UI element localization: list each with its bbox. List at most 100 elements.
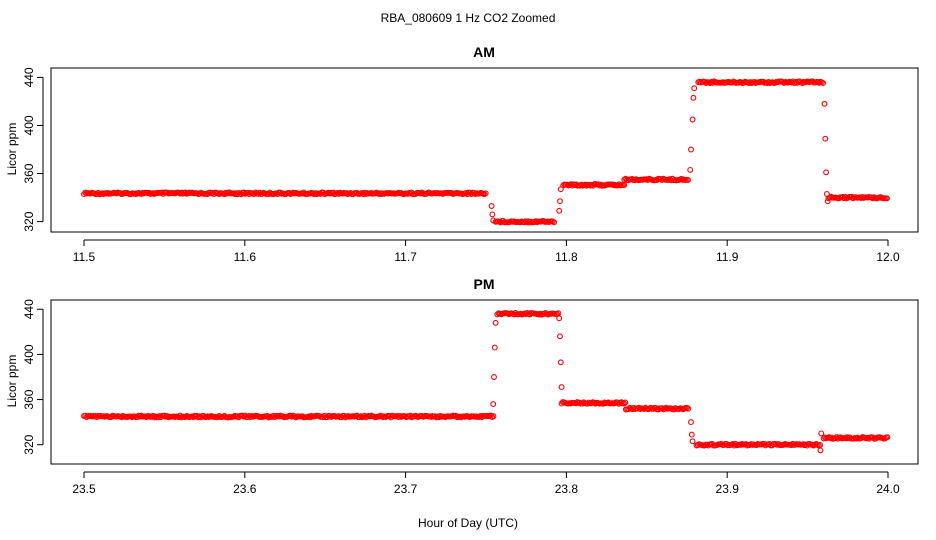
data-point [833, 434, 840, 441]
axes-layer: 11.5 11.6 11.7 11.8 11.9 12.0 320 360 400 440 [22, 67, 919, 264]
data-point [551, 219, 558, 226]
data-point [240, 189, 247, 196]
data-point [820, 80, 827, 87]
data-point [234, 191, 241, 198]
data-point [823, 169, 830, 176]
data-point [307, 414, 314, 421]
data-point [685, 176, 691, 183]
x-tick-label: 23.7 [394, 482, 418, 496]
y-tick-label: 400 [22, 344, 36, 364]
data-point [687, 166, 694, 173]
data-point [557, 198, 563, 205]
data-point [884, 195, 890, 202]
y-tick-label: 400 [22, 115, 36, 135]
data-point [489, 211, 496, 218]
data-point [490, 217, 497, 224]
y-tick-label: 440 [22, 67, 36, 87]
data-point [689, 438, 696, 445]
data-point [467, 190, 474, 196]
data-point [490, 401, 497, 408]
x-tick-label: 11.8 [555, 250, 578, 264]
data-point [646, 405, 653, 412]
data-point [621, 400, 627, 407]
data-point [824, 198, 831, 205]
x-axis-label: Hour of Day (UTC) [418, 516, 518, 530]
data-point [247, 414, 254, 421]
data-point [584, 400, 591, 407]
panel-am: AM Licor ppm 11.5 11.6 11.7 11.8 11.9 12.0 320… [5, 44, 919, 264]
data-point [490, 413, 497, 420]
data-point [688, 146, 694, 153]
x-tick-label: 23.5 [72, 482, 96, 496]
data-point [582, 181, 589, 188]
data-point [823, 191, 830, 197]
data-point [287, 412, 294, 419]
data-point [482, 190, 489, 197]
points-layer [81, 309, 891, 454]
data-point [841, 195, 848, 202]
data-point [577, 182, 584, 189]
data-point [335, 190, 342, 197]
y-tick-label: 320 [22, 211, 36, 231]
plot-frame [50, 299, 919, 465]
data-point [556, 315, 563, 322]
data-point [635, 404, 642, 411]
plot-frame [50, 67, 919, 233]
data-point [155, 414, 162, 421]
data-point [251, 190, 258, 197]
x-tick-label: 11.7 [394, 250, 417, 264]
data-point [487, 412, 494, 419]
axes-layer: 23.5 23.6 23.7 23.8 23.9 24.0 320 360 400 440 [22, 299, 919, 496]
data-point [488, 203, 495, 209]
data-point [578, 181, 585, 188]
data-point [816, 79, 823, 86]
y-tick-label: 440 [22, 299, 36, 319]
y-tick-label: 320 [22, 434, 36, 454]
data-point [557, 186, 564, 193]
y-axis-label: Licor ppm [5, 123, 19, 176]
y-tick-label: 360 [22, 389, 36, 409]
data-point [799, 80, 806, 87]
data-point [558, 384, 565, 391]
points-layer [81, 78, 890, 226]
data-point [690, 94, 697, 101]
figure-title: RBA_080609 1 Hz CO2 Zoomed [381, 11, 556, 25]
data-point [330, 189, 337, 196]
data-point [818, 430, 825, 437]
data-point [320, 414, 327, 421]
data-point [233, 190, 240, 197]
data-point [701, 78, 708, 85]
data-point [884, 434, 891, 441]
data-point [557, 333, 563, 340]
data-point [688, 419, 694, 426]
panel-pm: PM Licor ppm 23.5 23.6 23.7 23.8 23.9 24.0 320… [5, 276, 919, 496]
data-point [678, 175, 685, 182]
x-tick-label: 11.9 [716, 250, 739, 264]
data-point [817, 447, 824, 454]
x-tick-label: 11.5 [73, 250, 96, 264]
data-point [255, 190, 262, 197]
data-point [817, 441, 824, 448]
data-point [747, 79, 754, 86]
data-point [491, 374, 497, 380]
y-tick-label: 360 [22, 163, 36, 183]
x-tick-label: 24.0 [876, 482, 900, 496]
x-tick-label: 11.6 [234, 250, 257, 264]
data-point [556, 207, 563, 214]
data-point [691, 85, 698, 92]
data-point [356, 414, 363, 421]
data-point [244, 189, 251, 196]
data-point [625, 406, 632, 413]
data-point [689, 116, 696, 123]
data-point [622, 399, 629, 406]
data-point [491, 344, 498, 351]
data-point [178, 189, 185, 196]
data-point [146, 189, 152, 196]
data-point [600, 400, 607, 407]
data-point [341, 412, 347, 419]
data-point [822, 135, 829, 142]
data-point [151, 414, 158, 421]
data-point [395, 414, 402, 421]
data-point [688, 431, 695, 438]
x-tick-label: 23.6 [233, 482, 257, 496]
